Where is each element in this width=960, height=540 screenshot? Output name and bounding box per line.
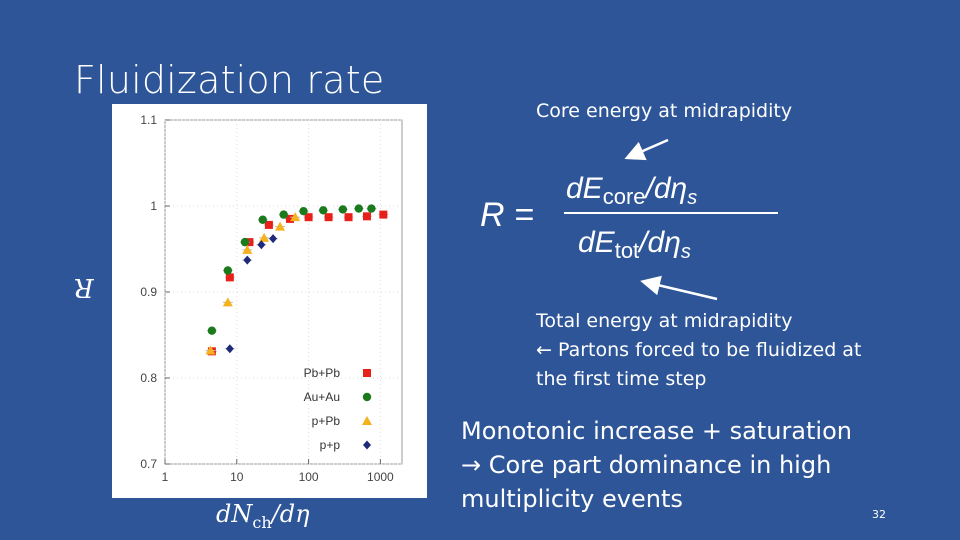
legend-marker-p-p <box>363 440 371 450</box>
data-point-pb-pb <box>362 212 371 221</box>
data-point-au-au <box>223 266 233 275</box>
conclusion-block: Monotonic increase + saturation → Core p… <box>461 414 852 516</box>
x-axis-label: dNch/dη <box>216 500 310 532</box>
conclusion-line2: → Core part dominance in high <box>461 451 832 479</box>
formula-denominator: dEtot/dηs <box>578 226 691 263</box>
y-tick-label: 1 <box>150 199 157 213</box>
data-point-pb-pb <box>304 213 313 222</box>
data-point-p-pb <box>290 212 301 222</box>
legend-label: p+p <box>320 438 341 452</box>
data-point-pb-pb <box>285 214 294 223</box>
data-point-pb-pb <box>225 273 234 282</box>
fluidization-chart: 0.7 0.8 0.9 1 1.1 1 10 100 1000 Pb+Pb Au+Au p+Pb p+p <box>140 113 403 484</box>
data-point-pb-pb <box>379 210 388 219</box>
data-point-au-au <box>299 206 308 216</box>
data-point-au-au <box>279 210 288 219</box>
legend-label: p+Pb <box>312 414 341 428</box>
y-tick-label: 0.7 <box>140 457 157 471</box>
data-point-au-au <box>240 237 250 247</box>
data-point-au-au <box>338 205 348 214</box>
y-tick-label: 1.1 <box>140 113 157 127</box>
data-point-p-p <box>269 234 278 244</box>
data-point-p-pb <box>205 345 216 355</box>
total-energy-line3: the first time step <box>536 368 707 390</box>
y-tick-label: 0.9 <box>140 285 157 299</box>
legend-marker-au-au <box>362 392 372 402</box>
page-number: 32 <box>872 508 886 521</box>
data-point-au-au <box>367 204 376 213</box>
total-energy-line1: Total energy at midrapidity <box>536 310 793 332</box>
data-point-pb-pb <box>264 220 273 229</box>
core-energy-label: Core energy at midrapidity <box>536 100 793 122</box>
data-point-p-p <box>243 255 252 265</box>
slide-title: Fluidization rate <box>74 58 385 102</box>
x-tick-label: 100 <box>299 470 319 484</box>
legend-marker-pb-pb <box>363 369 371 377</box>
y-tick-label: 0.8 <box>140 371 157 385</box>
data-point-p-pb <box>259 232 270 242</box>
x-tick-label: 1 <box>162 470 169 484</box>
legend-label: Pb+Pb <box>304 366 341 380</box>
data-point-p-p <box>225 344 234 354</box>
data-point-au-au <box>354 204 363 213</box>
formula: R = dEcore/dηs dEtot/dηs <box>478 160 788 279</box>
formula-svg: R = dEcore/dηs dEtot/dηs <box>480 172 778 263</box>
data-point-p-pb <box>275 221 286 231</box>
data-point-p-p <box>257 240 266 250</box>
x-tick-label: 10 <box>230 470 244 484</box>
conclusion-line3: multiplicity events <box>461 485 683 513</box>
total-arrow <box>640 275 718 301</box>
legend-marker-p-pb <box>362 416 372 425</box>
data-point-pb-pb <box>324 213 333 222</box>
total-energy-line2: ← Partons forced to be fluidized at <box>536 339 862 361</box>
formula-lhs: R = <box>480 196 534 234</box>
data-point-au-au <box>258 215 267 224</box>
total-energy-block: Total energy at midrapidity ← Partons fo… <box>536 307 861 394</box>
conclusion-line1: Monotonic increase + saturation <box>461 417 852 445</box>
x-tick-label: 1000 <box>367 470 394 484</box>
data-point-au-au <box>207 326 217 335</box>
core-arrow <box>624 138 669 161</box>
data-point-pb-pb <box>344 213 353 222</box>
data-point-p-pb <box>222 297 233 307</box>
data-point-p-pb <box>242 244 253 254</box>
data-point-au-au <box>319 206 328 215</box>
chart-panel: 0.7 0.8 0.9 1 1.1 1 10 100 1000 Pb+Pb Au+Au p+Pb p+p <box>112 104 427 498</box>
legend-label: Au+Au <box>304 390 340 404</box>
formula-numerator: dEcore/dηs <box>566 172 697 209</box>
